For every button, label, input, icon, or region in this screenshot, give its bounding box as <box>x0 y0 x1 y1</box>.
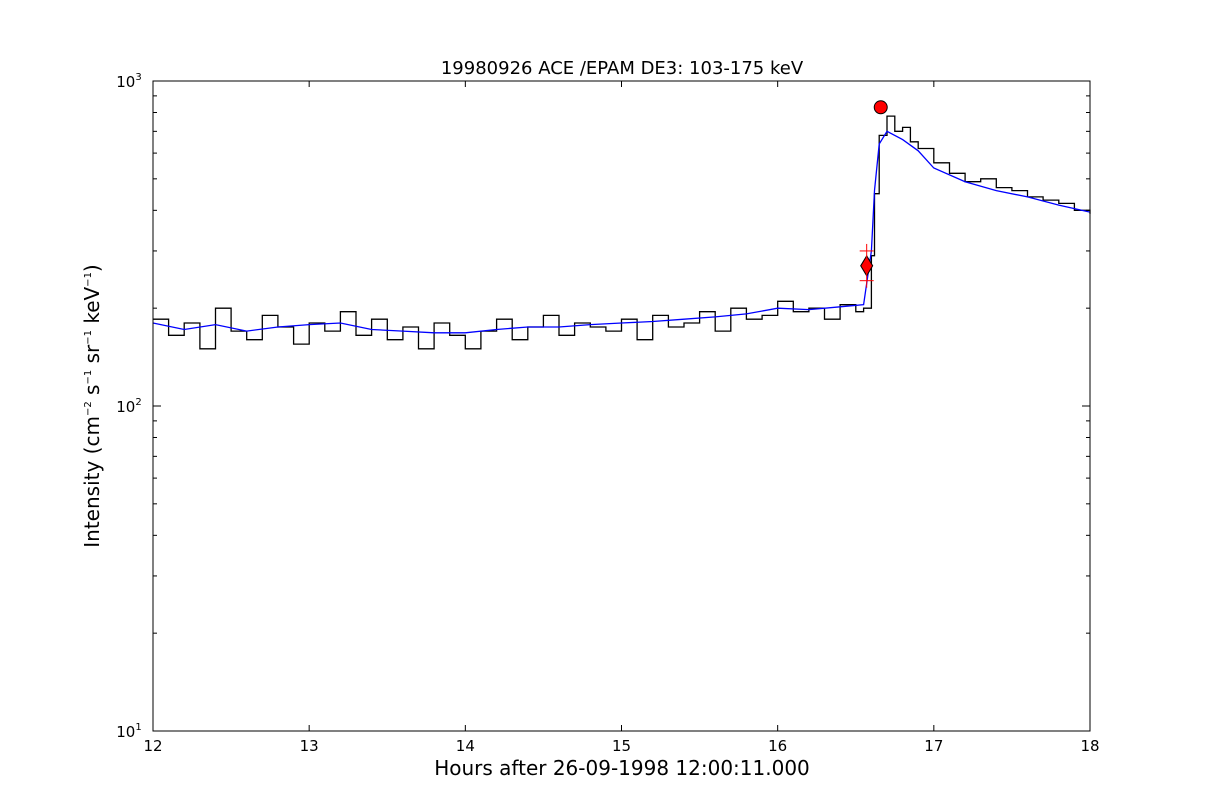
marker-layer <box>859 100 888 288</box>
series-line-smoothed <box>152 130 1091 334</box>
y-tick-label: 102 <box>116 397 141 416</box>
chart-title: 19980926 ACE /EPAM DE3: 103-175 keV <box>441 58 804 79</box>
x-tick-label: 16 <box>768 737 787 755</box>
plus-marker <box>859 273 874 288</box>
x-tick-label: 15 <box>612 737 631 755</box>
x-tick-label: 18 <box>1080 737 1099 755</box>
x-tick-label: 12 <box>143 737 162 755</box>
x-tick-label: 17 <box>924 737 943 755</box>
x-tick-label: 14 <box>456 737 475 755</box>
x-axis-label: Hours after 26-09-1998 12:00:11.000 <box>434 756 810 780</box>
plus-marker <box>859 243 874 258</box>
y-axis-label: Intensity (cm−2 s−1 sr−1 keV−1) <box>80 264 104 548</box>
x-tick-label: 13 <box>300 737 319 755</box>
y-tick-label: 103 <box>116 72 141 91</box>
x-axis: 12 13 14 15 16 17 18 <box>143 81 1100 755</box>
y-axis: 101 102 103 <box>116 72 1090 741</box>
series-line-raw <box>153 115 1091 350</box>
peak-circle-marker <box>873 100 888 115</box>
series-layer <box>152 115 1091 350</box>
plot-background <box>153 81 1090 731</box>
y-tick-label: 101 <box>116 722 141 741</box>
plot-area <box>152 80 1091 732</box>
